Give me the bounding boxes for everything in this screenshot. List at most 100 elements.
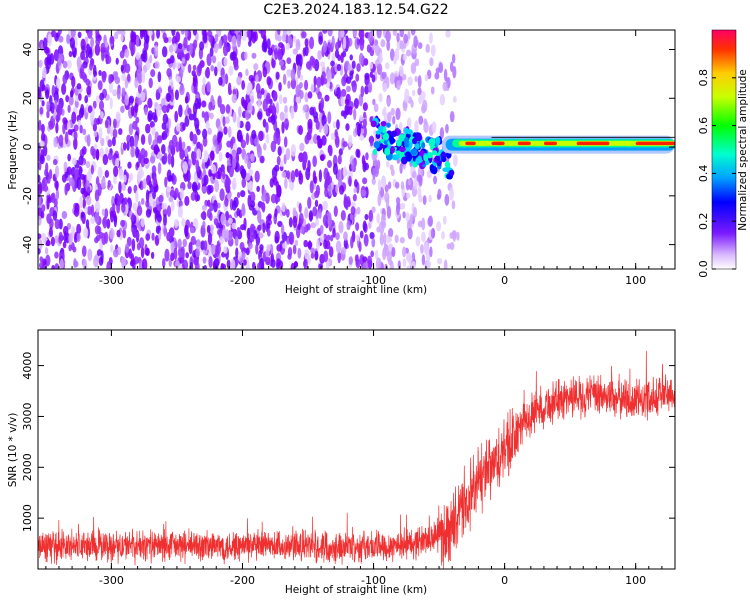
spec-noise-blob (55, 122, 59, 134)
spec-noise-blob (244, 153, 249, 164)
spec-noise-blob (341, 76, 347, 87)
spec-noise-blob (371, 237, 376, 248)
spec-noise-blob (151, 165, 157, 174)
spec-noise-blob (241, 203, 246, 216)
spec-noise-blob (151, 112, 157, 121)
spec-noise-blob (452, 154, 458, 167)
spec-noise-blob (184, 95, 189, 104)
spec-noise-blob (246, 172, 251, 181)
spec-noise-blob (157, 162, 162, 175)
spec-noise-blob (212, 134, 218, 147)
spec-noise-blob (362, 256, 368, 263)
spec-noise-blob (428, 194, 432, 203)
spec-noise-blob (452, 96, 457, 103)
spec-noise-blob (265, 121, 269, 133)
spec-noise-blob (353, 97, 359, 109)
spec-noise-blob (236, 191, 241, 198)
spec-noise-blob (231, 222, 237, 230)
spec-noise-blob (107, 180, 111, 188)
spec-noise-blob (285, 42, 291, 51)
spec-xtick-label: -300 (99, 274, 124, 287)
spec-noise-blob (145, 208, 152, 218)
spec-noise-blob (327, 160, 332, 168)
spec-noise-blob (90, 36, 94, 49)
spec-noise-blob (161, 122, 167, 130)
spec-noise-blob (378, 93, 383, 103)
colorbar-tick-label: 0.6 (697, 117, 710, 135)
spec-noise-blob (282, 242, 288, 249)
spec-noise-blob (221, 228, 227, 239)
spec-noise-blob (399, 236, 405, 244)
spec-noise-blob (384, 263, 388, 269)
spec-noise-blob (298, 212, 304, 226)
spec-noise-blob (365, 152, 369, 161)
spec-noise-blob (342, 141, 348, 148)
spec-noise-blob (270, 193, 277, 204)
colorbar-tick-label: 0.4 (697, 165, 710, 183)
spec-noise-blob (82, 198, 86, 209)
spec-noise-blob (287, 247, 293, 257)
spec-noise-blob (162, 113, 169, 125)
spec-noise-blob (410, 260, 416, 269)
spec-noise-blob (320, 61, 325, 68)
spec-noise-blob (281, 171, 287, 178)
colorbar-tick-label: 0.0 (697, 260, 710, 278)
spec-noise-blob (224, 178, 230, 190)
spec-noise-blob (349, 54, 353, 61)
spec-noise-blob (161, 144, 166, 155)
spec-noise-blob (338, 185, 345, 195)
spec-noise-blob (68, 50, 73, 58)
spec-noise-blob (206, 81, 211, 93)
spec-noise-blob (222, 34, 228, 44)
spec-noise-blob (383, 232, 387, 246)
spec-noise-blob (263, 142, 267, 151)
spec-noise-blob (118, 128, 123, 135)
spec-noise-blob (363, 261, 369, 269)
spec-noise-blob (271, 102, 276, 115)
snr-frame (37, 329, 676, 570)
spec-noise-blob (244, 51, 248, 60)
spec-noise-blob (270, 140, 277, 153)
spec-noise-blob (84, 95, 89, 104)
spec-noise-blob (275, 196, 281, 203)
spec-noise-blob (340, 210, 346, 221)
spec-noise-blob (113, 248, 119, 258)
spec-noise-blob (420, 91, 426, 101)
spec-noise-blob (297, 65, 301, 79)
spec-noise-blob (281, 121, 285, 134)
spec-noise-blob (433, 175, 438, 185)
spec-noise-blob (285, 147, 291, 161)
snr-xtick-label: -100 (361, 574, 386, 587)
spec-noise-blob (107, 152, 113, 161)
spec-noise-blob (342, 36, 347, 50)
spec-noise-blob (108, 74, 113, 84)
spec-noise-blob (193, 256, 199, 266)
spec-noise-blob (327, 214, 333, 228)
snr-ytick-label: 1000 (21, 504, 34, 532)
spec-noise-blob (99, 147, 104, 158)
colorbar-tick-label: 0.2 (697, 212, 710, 230)
spec-noise-blob (187, 107, 192, 115)
spec-noise-blob (182, 238, 187, 248)
spec-noise-blob (142, 178, 147, 189)
spec-noise-blob (348, 105, 353, 116)
spec-noise-blob (392, 115, 396, 125)
spec-noise-blob (360, 85, 365, 98)
snr-xtick-label: -200 (230, 574, 255, 587)
spec-noise-blob (182, 122, 186, 131)
spec-noise-blob (336, 169, 343, 182)
spec-noise-blob (376, 159, 381, 170)
spec-noise-blob (227, 126, 232, 138)
spec-noise-blob (292, 207, 297, 218)
colorbar-tick-label: 0.8 (697, 69, 710, 87)
spec-noise-blob (64, 131, 69, 145)
spec-noise-blob (45, 89, 50, 100)
spec-noise-blob (298, 54, 303, 67)
spec-noise-blob (293, 101, 298, 113)
spec-noise-blob (206, 225, 211, 234)
spec-noise-blob (77, 31, 82, 39)
spec-noise-blob (136, 242, 141, 251)
spec-noise-blob (156, 135, 163, 144)
spec-noise-blob (286, 170, 291, 180)
spec-noise-blob (345, 123, 350, 131)
